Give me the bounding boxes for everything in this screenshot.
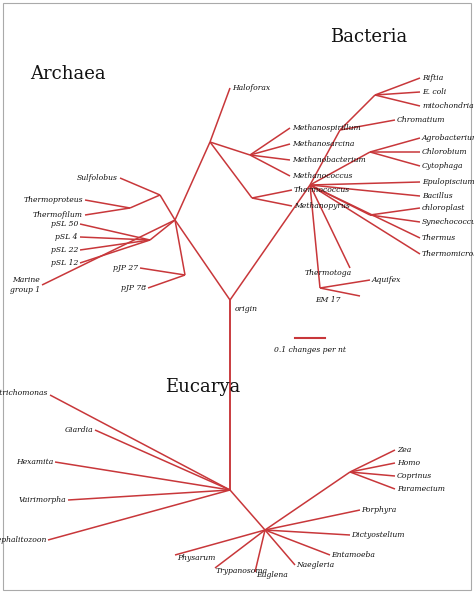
Text: pJP 78: pJP 78 — [121, 284, 146, 292]
Text: pSL 22: pSL 22 — [51, 246, 78, 254]
Text: Methanosarcina: Methanosarcina — [292, 140, 355, 148]
Text: chloroplast: chloroplast — [422, 204, 465, 212]
Text: Epulopiscium: Epulopiscium — [422, 178, 474, 186]
Text: Thermomicrobium: Thermomicrobium — [422, 250, 474, 258]
Text: Riftia: Riftia — [422, 74, 443, 82]
Text: Thermofilum: Thermofilum — [33, 211, 83, 219]
Text: Dictyostelium: Dictyostelium — [351, 531, 404, 539]
Text: Thermococcus: Thermococcus — [294, 186, 350, 194]
Text: Zea: Zea — [397, 446, 411, 454]
Text: Bacillus: Bacillus — [422, 192, 453, 200]
Text: Physarum: Physarum — [177, 554, 215, 562]
Text: E. coli: E. coli — [422, 88, 446, 96]
Text: Methanobacterium: Methanobacterium — [292, 156, 366, 164]
Text: Chromatium: Chromatium — [397, 116, 446, 124]
Text: Agrobacterium: Agrobacterium — [422, 134, 474, 142]
Text: Aquifex: Aquifex — [372, 276, 401, 284]
Text: pSL 50: pSL 50 — [51, 220, 78, 228]
Text: pSL 4: pSL 4 — [55, 233, 78, 241]
Text: Vairimorpha: Vairimorpha — [18, 496, 66, 504]
Text: Tritrichomonas: Tritrichomonas — [0, 389, 48, 397]
Text: Eucarya: Eucarya — [165, 378, 240, 396]
Text: Euglena: Euglena — [256, 571, 288, 579]
Text: Thermotoga: Thermotoga — [305, 269, 352, 277]
Text: Sulfolobus: Sulfolobus — [77, 174, 118, 182]
Text: Naegleria: Naegleria — [296, 561, 334, 569]
Text: Giardia: Giardia — [64, 426, 93, 434]
Text: 0.1 changes per nt: 0.1 changes per nt — [274, 346, 346, 354]
Text: Thermus: Thermus — [422, 234, 456, 242]
Text: Coprinus: Coprinus — [397, 472, 432, 480]
Text: Entamoeba: Entamoeba — [331, 551, 375, 559]
Text: mitochondria: mitochondria — [422, 102, 474, 110]
Text: Cytophaga: Cytophaga — [422, 162, 464, 170]
Text: Methanococcus: Methanococcus — [292, 172, 352, 180]
Text: Trypanosoma: Trypanosoma — [216, 567, 268, 575]
Text: Encephalitozoon: Encephalitozoon — [0, 536, 46, 544]
Text: Hexamita: Hexamita — [16, 458, 53, 466]
Text: Bacteria: Bacteria — [330, 28, 407, 46]
Text: Haloforax: Haloforax — [232, 84, 270, 92]
Text: EM 17: EM 17 — [315, 296, 340, 304]
Text: Marine
group 1: Marine group 1 — [10, 276, 40, 294]
Text: Paramecium: Paramecium — [397, 485, 445, 493]
Text: pSL 12: pSL 12 — [51, 259, 78, 267]
Text: Synechococcus: Synechococcus — [422, 218, 474, 226]
Text: Archaea: Archaea — [30, 65, 106, 83]
Text: pJP 27: pJP 27 — [113, 264, 138, 272]
Text: Methanospirillum: Methanospirillum — [292, 124, 361, 132]
Text: origin: origin — [235, 305, 258, 313]
Text: Methanopyrus: Methanopyrus — [294, 202, 350, 210]
Text: Thermoproteus: Thermoproteus — [24, 196, 83, 204]
Text: Porphyra: Porphyra — [361, 506, 396, 514]
Text: Chlorobium: Chlorobium — [422, 148, 468, 156]
Text: Homo: Homo — [397, 459, 420, 467]
